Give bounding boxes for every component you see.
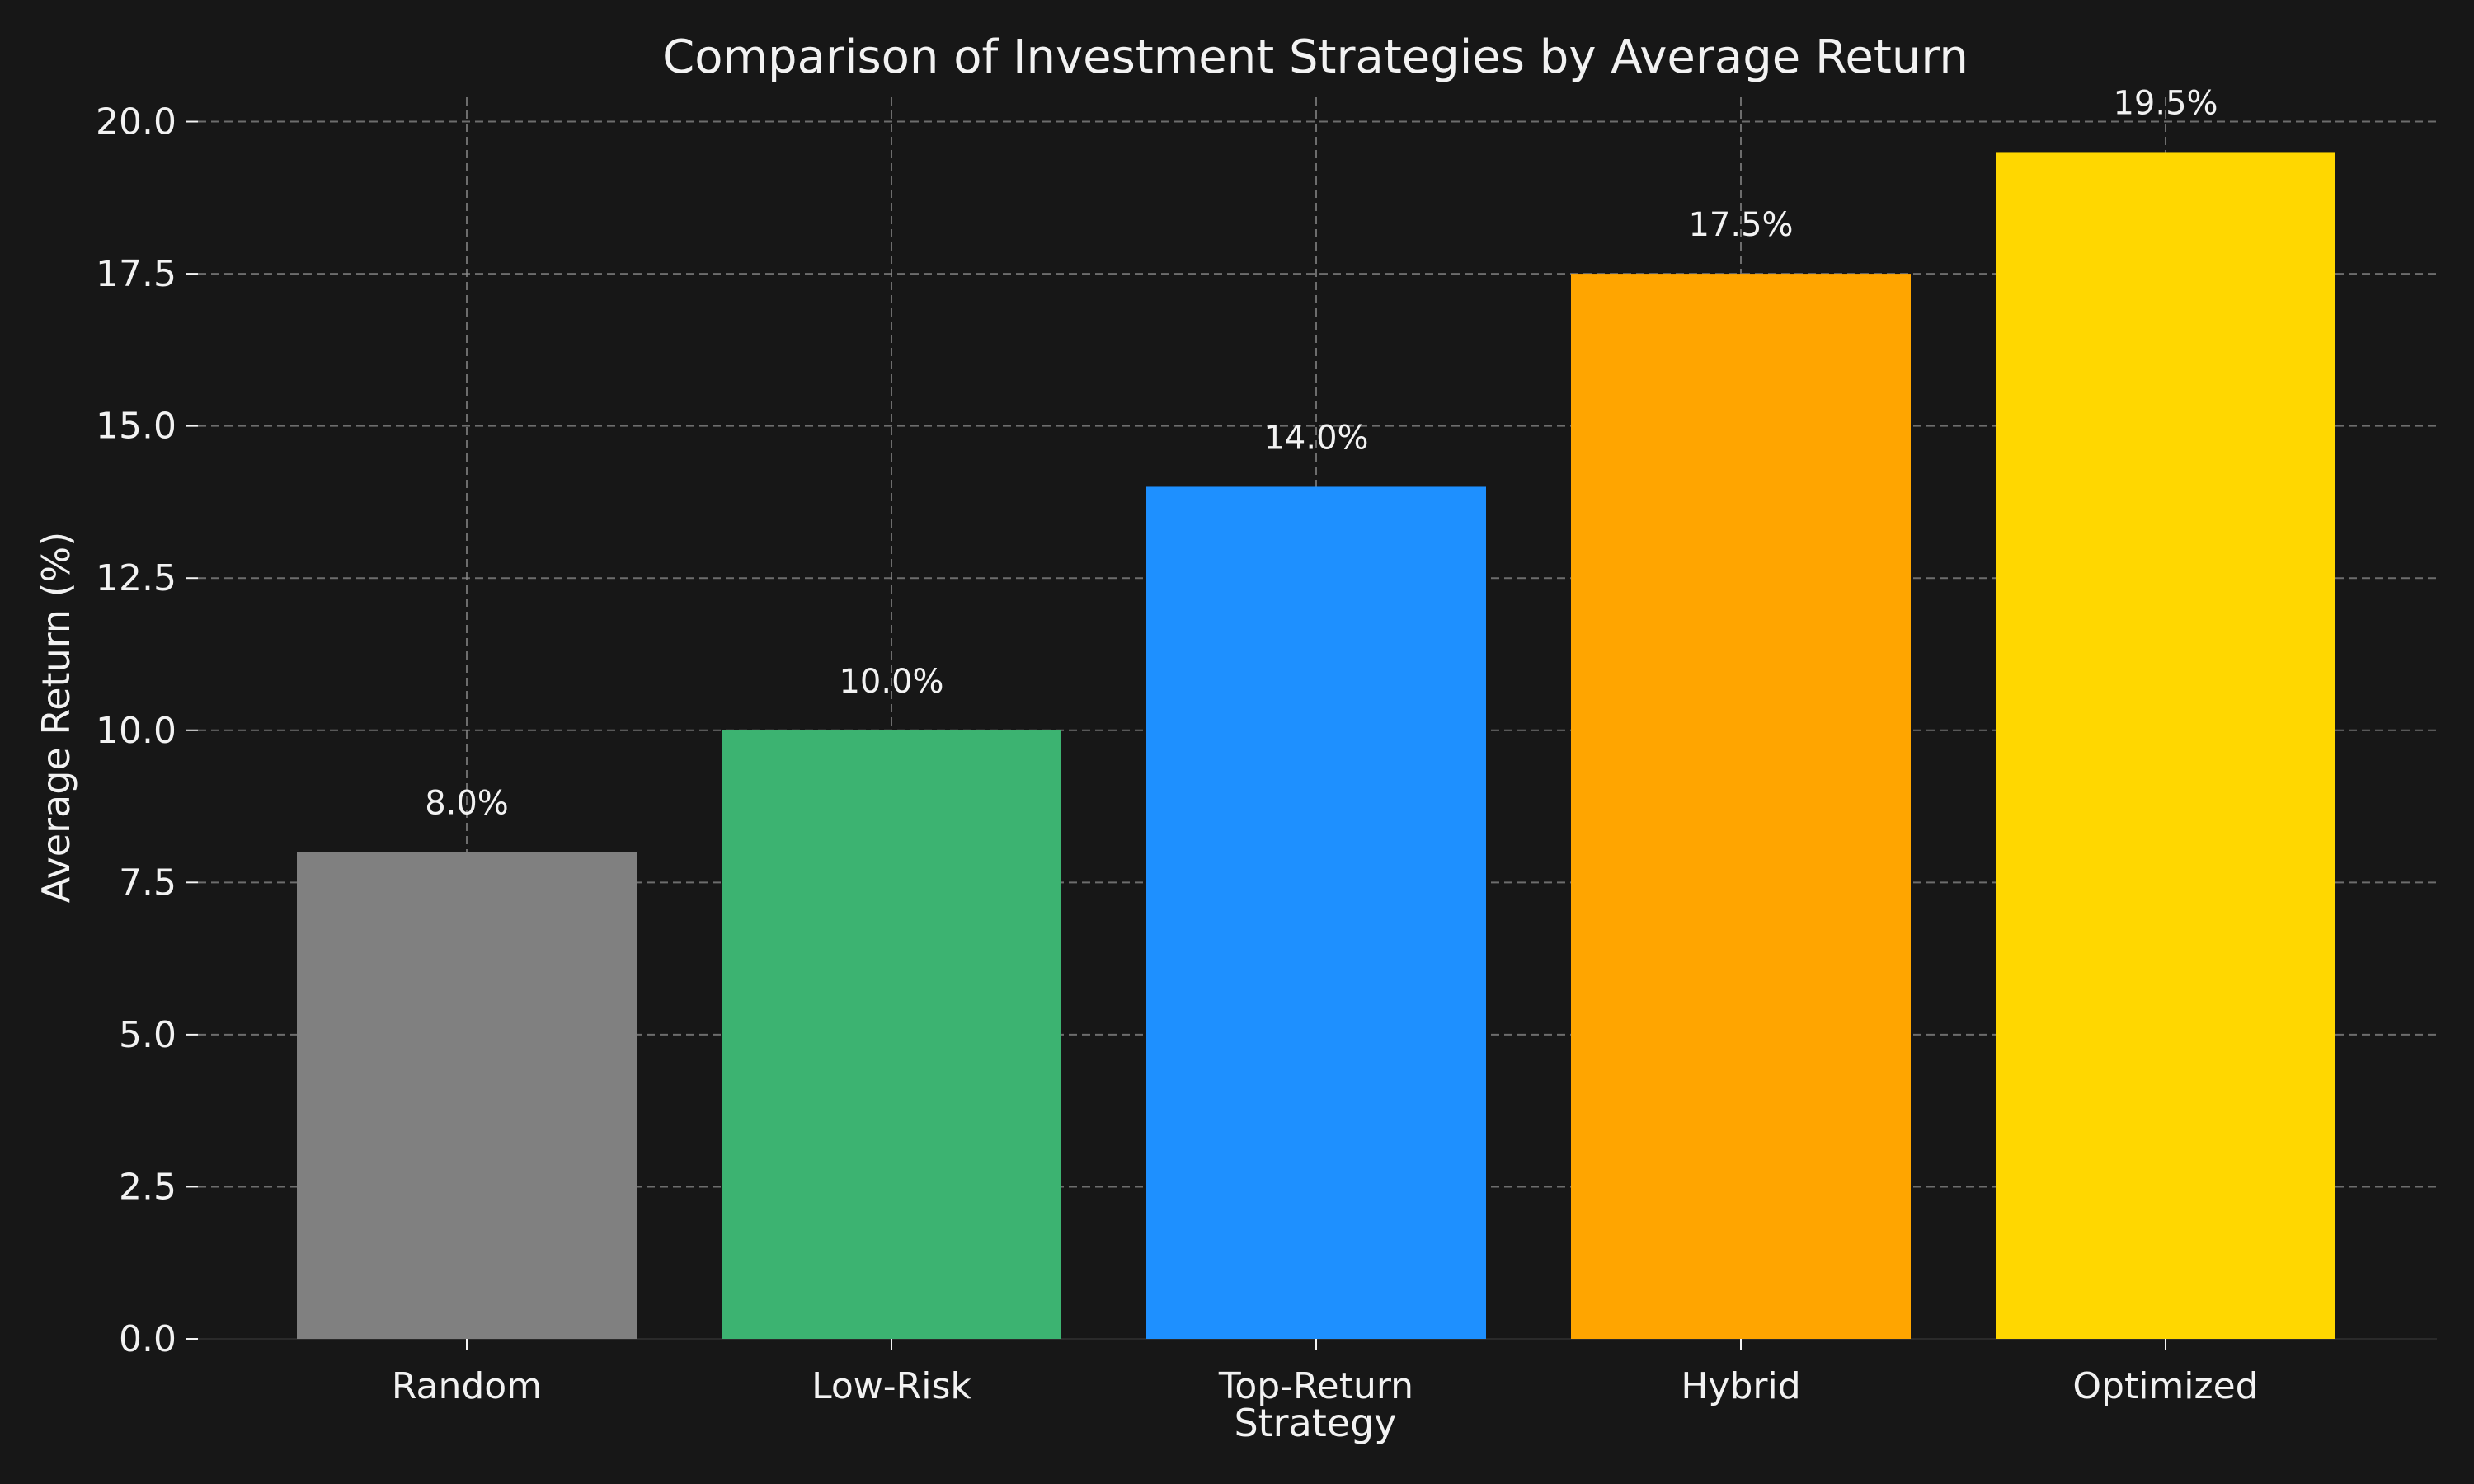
data-label: 19.5% (2113, 84, 2218, 122)
y-tick-label: 0.0 (119, 1318, 176, 1360)
chart-title: Comparison of Investment Strategies by A… (662, 31, 1968, 84)
bar-low-risk (722, 730, 1061, 1339)
y-tick-label: 10.0 (96, 710, 176, 752)
y-tick-label: 15.0 (96, 406, 176, 448)
data-labels: 8.0% 10.0% 14.0% 17.5% 19.5% (425, 84, 2218, 822)
data-label: 8.0% (425, 784, 509, 822)
data-label: 14.0% (1263, 419, 1368, 457)
x-tick-label: Hybrid (1681, 1365, 1800, 1407)
y-tick-label: 17.5 (96, 253, 176, 295)
y-tick-label: 2.5 (119, 1166, 176, 1208)
bars (297, 152, 2335, 1340)
x-tick-label: Low-Risk (811, 1365, 971, 1407)
y-tick-label: 12.5 (96, 557, 176, 599)
x-tick-label: Random (392, 1365, 542, 1407)
bar-random (297, 852, 637, 1339)
x-tick-label: Top-Return (1218, 1365, 1413, 1407)
data-label: 10.0% (839, 663, 943, 701)
x-tick-label: Optimized (2072, 1365, 2258, 1407)
data-label: 17.5% (1688, 206, 1793, 244)
y-tick-label: 5.0 (119, 1014, 176, 1056)
bar-optimized (1996, 152, 2335, 1340)
y-tick-label: 20.0 (96, 101, 176, 143)
x-axis-title: Strategy (1234, 1401, 1396, 1445)
tick-labels: 0.0 2.5 5.0 7.5 10.0 12.5 15.0 17.5 20.0 Random Lo… (96, 101, 2259, 1407)
y-axis-title: Average Return (%) (34, 532, 78, 903)
y-tick-label: 7.5 (119, 862, 176, 904)
bar-top-return (1146, 486, 1486, 1339)
bar-hybrid (1571, 274, 1911, 1339)
